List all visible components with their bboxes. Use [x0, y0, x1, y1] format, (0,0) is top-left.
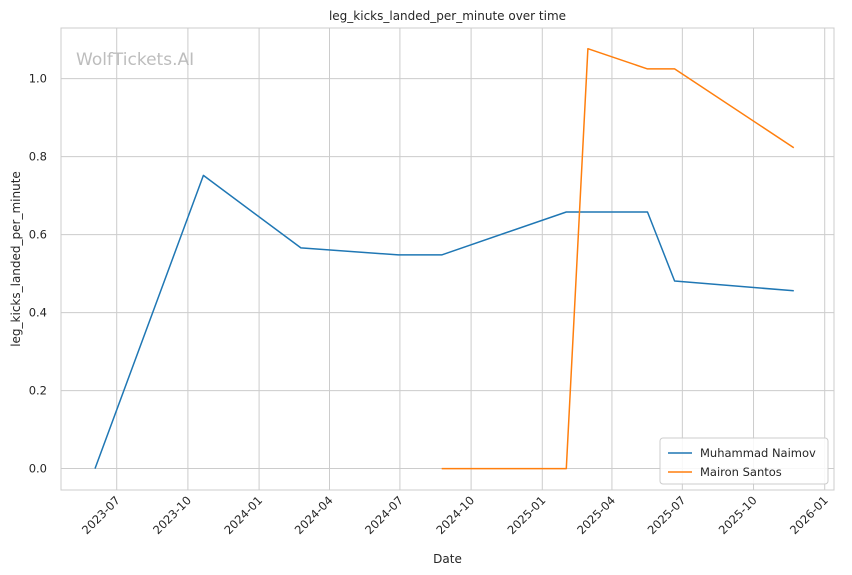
x-tick-label: 2025-07: [645, 493, 689, 537]
series-line: [94, 174, 794, 469]
series-lines: [94, 47, 795, 470]
y-axis-title: leg_kicks_landed_per_minute: [9, 171, 23, 347]
x-tick-label: 2024-01: [221, 493, 265, 537]
x-tick-label: 2024-07: [362, 493, 406, 537]
plot-area: [60, 27, 835, 491]
series-line: [441, 47, 795, 470]
x-axis-title: Date: [433, 552, 462, 566]
x-tick-label: 2025-10: [716, 493, 760, 537]
y-tick-labels: 0.0 0.2 0.4 0.6 0.8 1.0: [29, 72, 47, 476]
y-tick-label: 0.2: [29, 384, 47, 398]
x-tick-labels: 2023-07 2023-10 2024-01 2024-04 2024-07 2024-…: [79, 493, 831, 537]
x-tick-label: 2025-04: [574, 493, 618, 537]
legend-label: Muhammad Naimov: [700, 446, 816, 460]
y-tick-label: 0.8: [29, 150, 47, 164]
legend: Muhammad Naimov Mairon Santos: [659, 437, 829, 485]
x-tick-label: 2025-01: [505, 493, 549, 537]
x-tick-label: 2026-01: [787, 493, 831, 537]
x-tick-label: 2024-04: [292, 493, 336, 537]
watermark: WolfTickets.AI: [76, 50, 194, 70]
grid: [61, 28, 834, 490]
chart-title: leg_kicks_landed_per_minute over time: [329, 9, 566, 23]
x-tick-label: 2023-10: [150, 493, 194, 537]
y-tick-label: 0.0: [29, 462, 47, 476]
legend-label: Mairon Santos: [700, 465, 782, 479]
y-tick-label: 0.4: [29, 306, 47, 320]
y-tick-label: 1.0: [29, 72, 47, 86]
legend-box: [659, 437, 829, 485]
x-tick-label: 2023-07: [79, 493, 123, 537]
y-tick-label: 0.6: [29, 228, 47, 242]
x-tick-label: 2024-10: [433, 493, 477, 537]
